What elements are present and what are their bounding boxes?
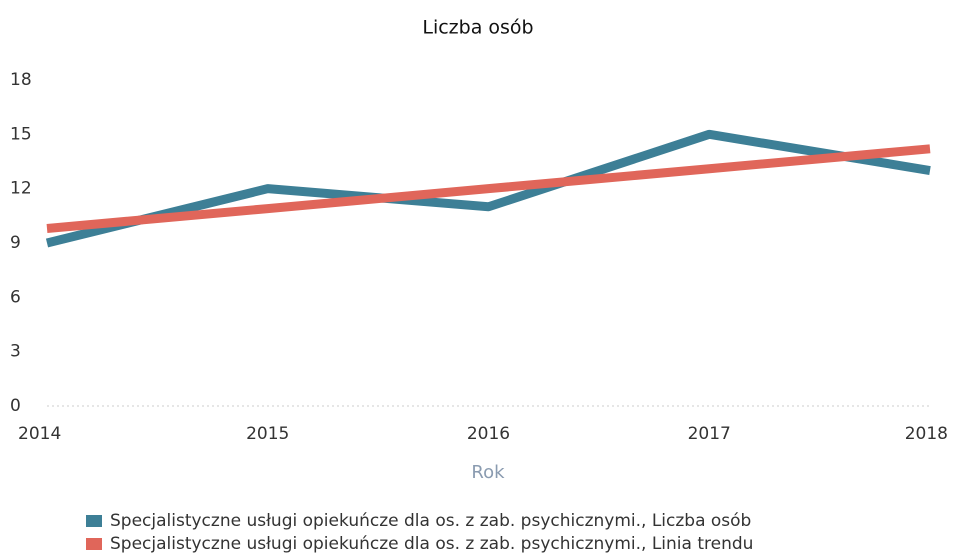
y-tick-label: 0: [10, 396, 21, 416]
legend-swatch: [86, 515, 102, 527]
x-tick-label: 2018: [905, 424, 948, 444]
x-tick-label: 2016: [467, 424, 510, 444]
y-tick-label: 3: [10, 342, 21, 362]
legend-label: Specjalistyczne usługi opiekuńcze dla os…: [110, 511, 751, 531]
line-series: [45, 129, 931, 248]
legend-swatch: [86, 538, 102, 550]
x-tick-label: 2015: [246, 424, 289, 444]
x-tick-label: 2014: [18, 424, 61, 444]
x-tick-label: 2017: [688, 424, 731, 444]
line-series: [46, 144, 931, 233]
y-tick-label: 6: [10, 287, 21, 307]
legend-label: Specjalistyczne usługi opiekuńcze dla os…: [110, 534, 753, 554]
y-tick-label: 15: [10, 124, 32, 144]
chart-title: Liczba osób: [422, 17, 533, 39]
y-tick-label: 18: [10, 70, 32, 90]
y-tick-label: 12: [10, 179, 32, 199]
x-axis-label: Rok: [471, 462, 505, 483]
y-tick-label: 9: [10, 233, 21, 253]
